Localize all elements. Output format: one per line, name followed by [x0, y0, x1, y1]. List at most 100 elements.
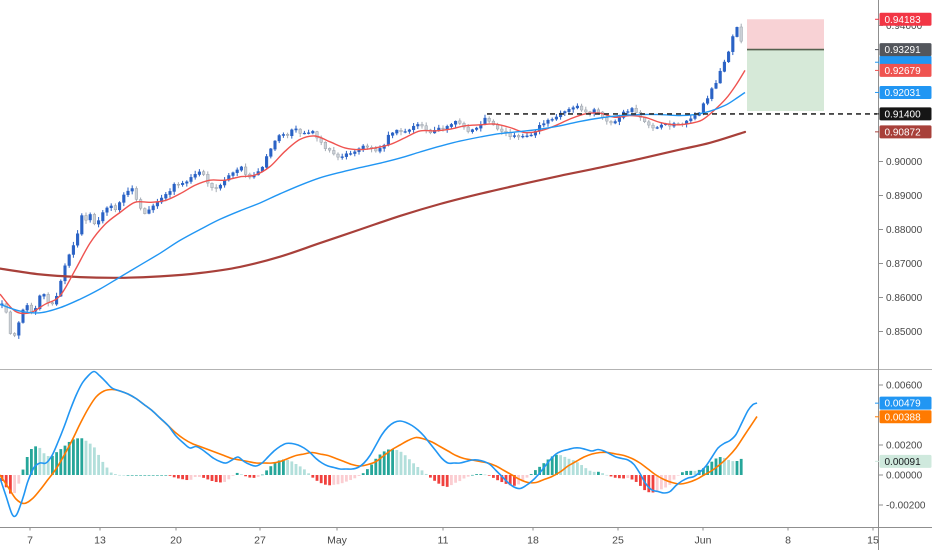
- macd-histogram-bar: [496, 475, 499, 481]
- position-tool[interactable]: [747, 19, 824, 112]
- label-text: 0.90872: [885, 127, 922, 138]
- candle-down: [113, 205, 117, 211]
- candle-down: [500, 128, 504, 132]
- label-text: 0.00091: [885, 457, 922, 468]
- macd-histogram-bar: [529, 474, 533, 475]
- candle-up: [130, 188, 134, 192]
- macd-histogram-bar: [538, 466, 541, 475]
- ma-fast-red-line[interactable]: [0, 70, 746, 315]
- candle-down: [365, 145, 369, 148]
- ma-slow-line[interactable]: [0, 130, 747, 279]
- macd-histogram-bar: [84, 440, 88, 475]
- candle-up: [273, 140, 277, 150]
- macd-histogram-bar: [235, 472, 239, 475]
- macd-histogram-bar: [391, 449, 394, 475]
- macd-histogram-bar: [420, 470, 424, 475]
- macd-histogram-bar: [534, 470, 537, 475]
- macd-histogram-bar: [366, 469, 369, 475]
- candle-up: [164, 194, 168, 199]
- macd-histogram-bar: [324, 475, 327, 485]
- macd-histogram-bar: [609, 475, 613, 477]
- candle-up: [718, 70, 722, 84]
- macd-histogram-bar: [487, 475, 491, 476]
- macd-histogram-bar: [412, 463, 415, 475]
- macd-histogram-bar: [38, 447, 42, 475]
- time-axis-label: 15: [867, 535, 879, 547]
- macd-histogram-bar: [710, 461, 714, 475]
- label-text: 0.92031: [885, 88, 922, 99]
- candle-up: [521, 135, 525, 138]
- candle-up: [294, 128, 298, 131]
- macd-histogram-bar: [445, 475, 449, 487]
- macd-histogram-bar: [361, 473, 365, 475]
- macd-main-line[interactable]: [0, 370, 758, 518]
- price-axis-labels[interactable]: 0.94183 0.93291 0.92679 0.92031 0.91400 0.908…: [875, 12, 932, 468]
- macd-histogram-bar: [634, 475, 638, 482]
- macd-histogram-bar: [399, 451, 403, 475]
- macd-histogram-bar: [332, 475, 336, 485]
- macd-histogram-bar: [336, 475, 340, 485]
- candle-up: [311, 131, 315, 134]
- candle-up: [554, 116, 558, 120]
- macd-histogram-bar: [672, 475, 676, 480]
- label-text: 0.92679: [885, 66, 922, 77]
- candle-down: [420, 124, 424, 127]
- macd-histogram-bar: [315, 475, 319, 481]
- candle-up: [21, 309, 25, 323]
- candle-up: [563, 111, 567, 114]
- macd-histogram-bar: [307, 473, 310, 475]
- macd-histogram-bar: [227, 475, 231, 480]
- candle-up: [550, 119, 554, 121]
- macd-pane[interactable]: [0, 370, 758, 518]
- candle-down: [50, 302, 54, 305]
- macd-histogram-bar: [727, 459, 730, 475]
- macd-histogram-bar: [723, 457, 726, 475]
- ma-mid-blue-line[interactable]: [0, 91, 746, 314]
- candle-up: [59, 280, 63, 297]
- macd-histogram-bar: [655, 475, 659, 491]
- macd-value-label: 0.00479: [875, 396, 932, 410]
- candle-up: [659, 124, 663, 128]
- macd-histogram-bar: [605, 474, 609, 476]
- time-axis[interactable]: 7 13 20 27 May 11 18 25 Jun 8 15: [27, 527, 879, 547]
- time-axis-label: Jun: [695, 535, 712, 547]
- macd-histogram-bar: [664, 475, 667, 488]
- macd-histogram-bar: [668, 475, 672, 485]
- candle-up: [290, 129, 294, 136]
- macd-histogram-bar: [588, 470, 592, 475]
- price-pane[interactable]: [0, 23, 747, 339]
- macd-histogram-bar: [441, 475, 445, 487]
- candle-down: [609, 121, 613, 124]
- price-tick-label: 0.86000: [886, 293, 923, 304]
- macd-histogram-bar: [706, 465, 709, 475]
- macd-tick-label: 0.00600: [886, 381, 923, 392]
- macd-histogram-bar: [576, 462, 579, 475]
- macd-histogram-bar: [248, 475, 252, 478]
- macd-histogram-bar: [542, 463, 546, 475]
- candle-up: [349, 153, 353, 155]
- candle-up: [714, 83, 718, 89]
- macd-histogram-bar: [101, 461, 105, 475]
- candle-up: [235, 169, 239, 173]
- macd-histogram-bar: [21, 469, 25, 475]
- macd-histogram-bar: [244, 475, 247, 477]
- candle-up: [395, 129, 399, 134]
- candle-up: [80, 215, 84, 235]
- macd-histogram-bar: [357, 475, 361, 476]
- candle-up: [412, 125, 416, 131]
- macd-histogram-bar: [273, 462, 277, 475]
- position-loss-zone[interactable]: [747, 19, 824, 50]
- time-axis-label: 25: [612, 535, 624, 547]
- macd-histogram-bar: [693, 470, 697, 475]
- position-profit-zone[interactable]: [747, 49, 824, 112]
- candle-up: [118, 202, 122, 211]
- candle-up: [231, 172, 235, 176]
- macd-histogram-bar: [555, 454, 558, 475]
- candle-down: [458, 120, 462, 124]
- macd-histogram-bar: [122, 475, 126, 476]
- candle-down: [46, 294, 50, 304]
- price-tick-label: 0.94000: [886, 21, 923, 32]
- candle-down: [202, 171, 206, 175]
